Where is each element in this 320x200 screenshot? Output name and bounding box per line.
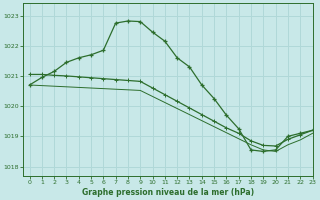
X-axis label: Graphe pression niveau de la mer (hPa): Graphe pression niveau de la mer (hPa): [82, 188, 254, 197]
